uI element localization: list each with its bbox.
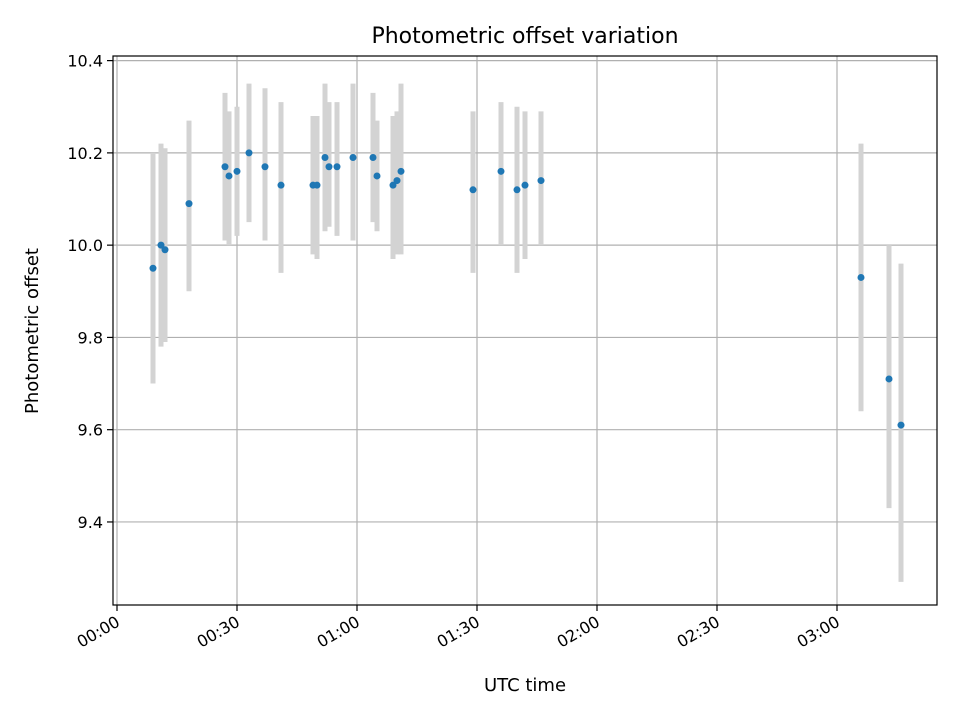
data-point bbox=[225, 172, 233, 180]
y-tick-label: 10.0 bbox=[67, 236, 103, 255]
x-tick-label: 00:30 bbox=[194, 612, 243, 652]
y-tick-label: 10.2 bbox=[67, 144, 103, 163]
data-point bbox=[233, 167, 241, 175]
y-tick-label: 9.4 bbox=[78, 513, 103, 532]
y-axis-label: Photometric offset bbox=[22, 248, 43, 414]
x-axis-label: UTC time bbox=[484, 675, 566, 696]
data-point bbox=[393, 177, 401, 185]
error-bars bbox=[150, 83, 904, 582]
data-point bbox=[325, 163, 333, 171]
data-point bbox=[389, 181, 397, 189]
x-tick-label: 03:00 bbox=[794, 612, 843, 652]
data-point bbox=[149, 264, 157, 272]
x-tick-label: 02:00 bbox=[554, 612, 603, 652]
data-point bbox=[397, 167, 405, 175]
x-tick-label: 02:30 bbox=[674, 612, 723, 652]
data-point bbox=[245, 149, 253, 157]
data-point bbox=[497, 167, 505, 175]
data-point bbox=[161, 246, 169, 254]
data-point bbox=[333, 163, 341, 171]
y-tick-label: 10.4 bbox=[67, 52, 103, 71]
plot-frame bbox=[112, 55, 938, 606]
data-point bbox=[469, 186, 477, 194]
data-point bbox=[373, 172, 381, 180]
data-point bbox=[221, 163, 229, 171]
data-point bbox=[261, 163, 269, 171]
data-point bbox=[897, 421, 905, 429]
y-axis-ticks: 9.4 9.6 9.8 10.0 10.2 10.4 bbox=[67, 52, 113, 532]
y-tick-label: 9.8 bbox=[78, 328, 103, 347]
y-tick-label: 9.6 bbox=[78, 421, 103, 440]
chart-title: Photometric offset variation bbox=[371, 24, 678, 49]
data-point bbox=[185, 200, 193, 208]
data-point bbox=[349, 153, 357, 161]
data-point bbox=[857, 273, 865, 281]
x-tick-label: 01:00 bbox=[314, 612, 363, 652]
data-point bbox=[313, 181, 321, 189]
data-point bbox=[277, 181, 285, 189]
data-point bbox=[521, 181, 529, 189]
data-points bbox=[149, 149, 905, 429]
data-point bbox=[369, 153, 377, 161]
data-point bbox=[157, 241, 165, 249]
data-point bbox=[537, 177, 545, 185]
x-axis-ticks: 00:00 00:30 01:00 01:30 02:00 02:30 03:00 bbox=[74, 605, 843, 652]
x-tick-label: 00:00 bbox=[74, 612, 123, 652]
data-point bbox=[321, 153, 329, 161]
x-tick-label: 01:30 bbox=[434, 612, 483, 652]
data-point bbox=[885, 375, 893, 383]
data-point bbox=[513, 186, 521, 194]
